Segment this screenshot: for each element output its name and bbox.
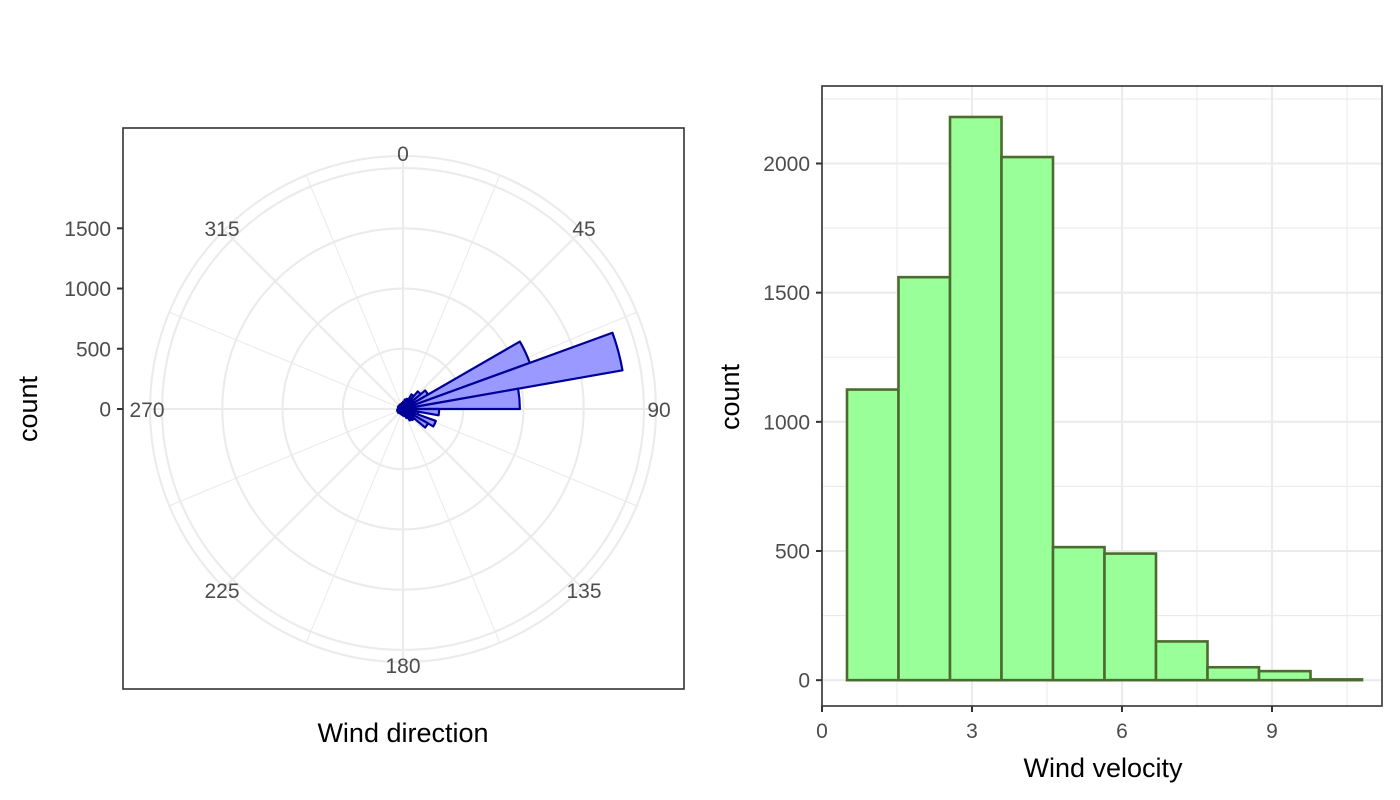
count-tick-label: 500 — [76, 338, 111, 361]
angle-tick-label: 90 — [647, 399, 670, 422]
angle-tick-label: 180 — [385, 655, 420, 678]
velocity-bar — [1103, 552, 1158, 682]
x-tick-label: 9 — [1266, 720, 1278, 743]
angle-tick-label: 135 — [566, 580, 601, 603]
y-tick-label: 0 — [798, 670, 810, 693]
y-tick-label: 1000 — [763, 411, 810, 434]
polar-grid — [148, 154, 658, 664]
polar-y-axis-title: count — [13, 375, 43, 442]
x-tick-label: 6 — [1116, 720, 1128, 743]
polar-count-axis: 0 500 1000 1500 — [64, 218, 123, 422]
count-tick-label: 1000 — [64, 278, 111, 301]
velocity-bar — [1257, 669, 1312, 682]
x-tick-label: 0 — [816, 720, 828, 743]
polar-minor-spoke — [402, 408, 501, 643]
velocity-bar — [897, 275, 952, 682]
count-tick-label: 0 — [99, 399, 111, 422]
histogram-y-axis-title: count — [715, 363, 745, 430]
count-tick-label: 1500 — [64, 218, 111, 241]
histogram-panel-border — [821, 85, 1383, 707]
velocity-bar — [948, 115, 1003, 682]
velocity-bar — [1309, 678, 1364, 682]
polar-outer-circle — [148, 154, 658, 664]
wind-velocity-histogram: 0 3 6 9 0 500 1000 1500 2000 Wind velocity coun… — [715, 85, 1383, 783]
direction-bar — [401, 331, 624, 411]
angle-tick-label: 0 — [397, 143, 409, 166]
polar-x-axis-title: Wind direction — [317, 718, 488, 748]
histogram-x-axis-title: Wind velocity — [1023, 753, 1183, 783]
wind-direction-polar-chart: 0 45 90 135 180 225 270 315 0 500 1000 1500 Wind d… — [13, 127, 685, 748]
direction-bar — [401, 387, 521, 411]
polar-major-spoke — [223, 408, 404, 589]
polar-major-spoke — [223, 229, 404, 410]
polar-minor-spoke — [305, 408, 404, 643]
polar-major-spoke — [402, 229, 583, 410]
angle-tick-label: 315 — [204, 218, 239, 241]
polar-minor-spoke — [305, 175, 404, 410]
polar-radial-gridline — [160, 166, 646, 652]
polar-minor-spoke — [169, 408, 404, 507]
polar-minor-spoke — [402, 175, 501, 410]
angle-tick-label: 270 — [129, 399, 164, 422]
histogram-y-axis: 0 500 1000 1500 2000 — [763, 153, 822, 693]
polar-minor-spoke — [402, 408, 637, 507]
polar-radial-gridline — [221, 227, 585, 591]
angle-tick-label: 225 — [204, 580, 239, 603]
velocity-bar — [1000, 155, 1055, 682]
velocity-bar — [1206, 665, 1261, 682]
polar-major-spoke — [402, 408, 583, 589]
polar-radial-gridline — [281, 287, 525, 531]
angle-tick-label: 45 — [572, 218, 595, 241]
velocity-bar — [1154, 640, 1209, 682]
velocity-bar — [845, 388, 900, 682]
histogram-bars — [845, 115, 1364, 682]
polar-minor-spoke — [169, 311, 404, 410]
polar-bars — [395, 331, 624, 429]
y-tick-label: 1500 — [763, 282, 810, 305]
histogram-x-axis: 0 3 6 9 — [816, 706, 1278, 743]
polar-angle-labels: 0 45 90 135 180 225 270 315 — [129, 143, 670, 678]
direction-bar — [400, 401, 405, 411]
y-tick-label: 500 — [775, 541, 810, 564]
velocity-bar — [1051, 545, 1106, 682]
y-tick-label: 2000 — [763, 153, 810, 176]
x-tick-label: 3 — [966, 720, 978, 743]
